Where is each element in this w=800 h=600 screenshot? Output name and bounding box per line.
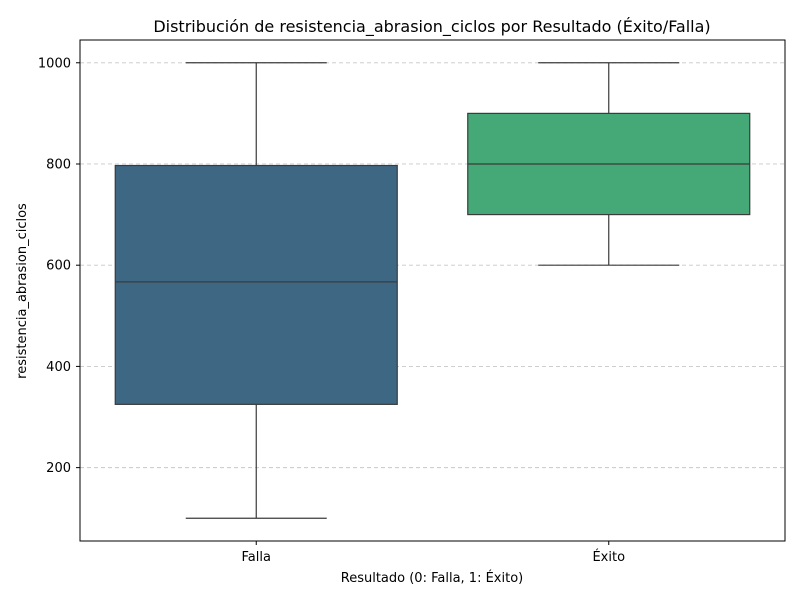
- boxes-layer: [114, 62, 751, 519]
- y-axis-ticks: 200 400 600 800 1000: [38, 56, 80, 476]
- grid-lines: [80, 62, 785, 469]
- x-tick-label: Éxito: [592, 549, 625, 565]
- iqr-box: [114, 164, 398, 405]
- chart-title: Distribución de resistencia_abrasion_cic…: [153, 17, 710, 37]
- y-tick-label: 600: [46, 259, 71, 274]
- y-tick-label: 400: [46, 360, 71, 375]
- y-tick-label: 1000: [38, 56, 71, 71]
- plot-frame: [79, 39, 786, 542]
- box-falla: [114, 62, 398, 519]
- x-axis-label: Resultado (0: Falla, 1: Éxito): [341, 570, 523, 586]
- y-axis-label: resistencia_abrasion_ciclos: [15, 203, 30, 379]
- box-exito: [467, 62, 751, 266]
- y-tick-label: 200: [46, 461, 71, 476]
- y-tick-label: 800: [46, 157, 71, 172]
- x-tick-label: Falla: [242, 550, 271, 565]
- x-axis-ticks: Falla Éxito: [242, 541, 625, 565]
